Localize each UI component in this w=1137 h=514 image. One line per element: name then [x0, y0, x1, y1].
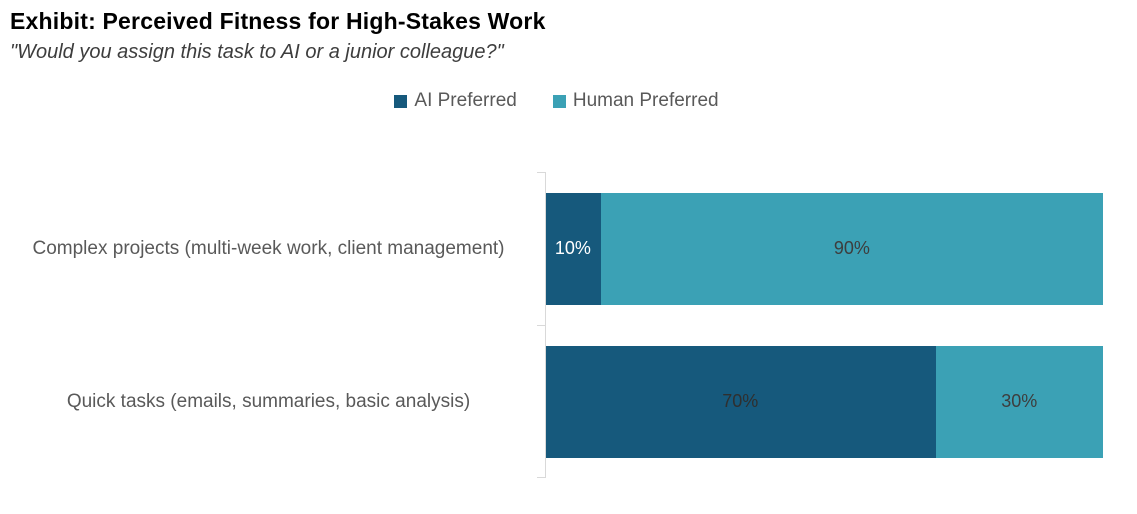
- bar-row: Quick tasks (emails, summaries, basic an…: [10, 325, 1103, 478]
- bar-segment: 10%: [545, 192, 601, 305]
- category-axis-line: [545, 172, 546, 478]
- bar-value-label: 70%: [722, 391, 759, 411]
- chart-title: Exhibit: Perceived Fitness for High-Stak…: [10, 8, 546, 34]
- category-label: Complex projects (multi-week work, clien…: [32, 237, 505, 259]
- legend-swatch-icon: [394, 94, 408, 108]
- category-label: Quick tasks (emails, summaries, basic an…: [66, 390, 471, 412]
- legend-swatch-icon: [552, 94, 566, 108]
- legend-item: AI Preferred: [394, 90, 517, 112]
- axis-tick: [537, 477, 545, 478]
- legend-item: Human Preferred: [552, 90, 719, 112]
- bar-value-label: 90%: [833, 238, 870, 258]
- bar-row: Complex projects (multi-week work, clien…: [10, 172, 1103, 325]
- legend: AI Preferred Human Preferred: [10, 90, 1103, 112]
- bar-track: 70% 30%: [545, 345, 1103, 458]
- bar-value-label: 10%: [554, 238, 591, 258]
- legend-label: Human Preferred: [572, 90, 719, 111]
- axis-tick: [537, 172, 545, 173]
- bar-segment: 30%: [935, 345, 1103, 458]
- chart-subtitle: "Would you assign this task to AI or a j…: [10, 41, 504, 63]
- bar-segment: 90%: [600, 192, 1103, 305]
- legend-label: AI Preferred: [414, 90, 517, 111]
- bar-track: 10% 90%: [545, 192, 1103, 305]
- bar-value-label: 30%: [1001, 391, 1038, 411]
- bar-segment: 70%: [545, 345, 936, 458]
- plot-area: Complex projects (multi-week work, clien…: [10, 172, 1103, 478]
- axis-tick: [537, 325, 545, 326]
